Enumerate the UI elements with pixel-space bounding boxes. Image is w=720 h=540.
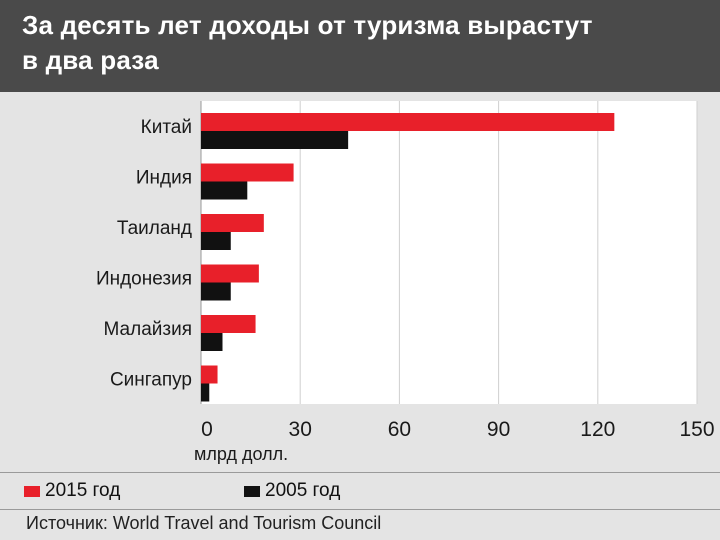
bar-2015-4 xyxy=(201,315,256,333)
category-label-0: Китай xyxy=(141,117,192,138)
bar-2015-2 xyxy=(201,214,264,232)
chart-title-line-2: в два раза xyxy=(22,45,159,75)
x-tick-label-120: 120 xyxy=(580,418,615,441)
x-tick-label-90: 90 xyxy=(487,418,510,441)
chart-header: За десять лет доходы от туризма вырастут… xyxy=(0,0,720,92)
chart-legend: 2015 год 2005 год xyxy=(0,472,720,510)
bar-chart: Китай Индия Таиланд Индонезия Малайзия Сингап… xyxy=(96,101,715,464)
category-label-3: Индонезия xyxy=(96,269,192,290)
x-axis-label: млрд долл. xyxy=(194,444,288,464)
plot-area xyxy=(201,101,697,404)
legend-label-2015: 2015 год xyxy=(45,480,121,501)
legend-swatch-2005 xyxy=(244,486,260,497)
bar-2005-3 xyxy=(201,282,231,301)
bar-2005-4 xyxy=(201,333,223,351)
x-tick-label-150: 150 xyxy=(679,418,714,441)
source-note: Источник: World Travel and Tourism Counc… xyxy=(26,513,382,533)
x-tick-label-0: 0 xyxy=(201,418,213,441)
category-label-4: Малайзия xyxy=(104,319,193,340)
bar-2015-1 xyxy=(201,163,294,182)
bar-2005-0 xyxy=(201,131,349,149)
legend-label-2005: 2005 год xyxy=(265,480,341,501)
category-label-2: Таиланд xyxy=(117,218,192,239)
bar-2015-5 xyxy=(201,365,218,384)
chart-title: За десять лет доходы от туризма вырастут… xyxy=(22,8,712,78)
category-label-1: Индия xyxy=(136,168,192,189)
chart-title-line-1: За десять лет доходы от туризма вырастут xyxy=(22,10,593,40)
bar-2015-3 xyxy=(201,264,259,283)
legend-swatch-2015 xyxy=(24,486,40,497)
bar-2005-1 xyxy=(201,181,248,200)
x-tick-label-30: 30 xyxy=(289,418,312,441)
bar-2005-2 xyxy=(201,232,231,250)
x-tick-label-60: 60 xyxy=(388,418,411,441)
category-label-5: Сингапур xyxy=(110,370,192,391)
bar-2015-0 xyxy=(201,113,615,131)
bar-2005-5 xyxy=(201,383,210,402)
